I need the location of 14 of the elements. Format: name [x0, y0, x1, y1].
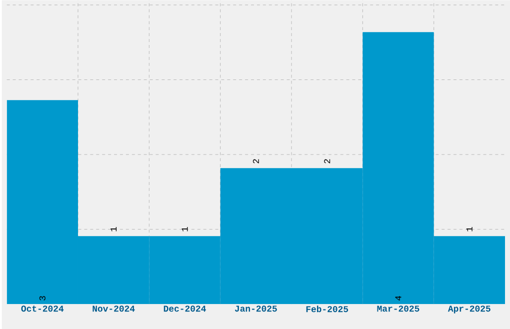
x-tick-label: Jan-2025: [234, 306, 277, 312]
x-tick-label: Dec-2024: [164, 306, 206, 312]
data-label: 2: [252, 159, 259, 164]
x-tick-label: Oct-2024: [21, 306, 64, 312]
data-label: 3: [39, 296, 46, 300]
data-label: 4: [395, 296, 402, 300]
data-label: 1: [182, 226, 188, 232]
x-tick-label: Nov-2024: [92, 306, 135, 312]
data-label: 2: [324, 159, 330, 164]
x-tick-label: Feb-2025: [306, 306, 348, 312]
x-tick-label: Mar-2025: [377, 306, 420, 312]
data-label: 1: [466, 226, 472, 232]
x-tick-label: Apr-2025: [448, 306, 490, 314]
data-label: 1: [110, 226, 117, 232]
